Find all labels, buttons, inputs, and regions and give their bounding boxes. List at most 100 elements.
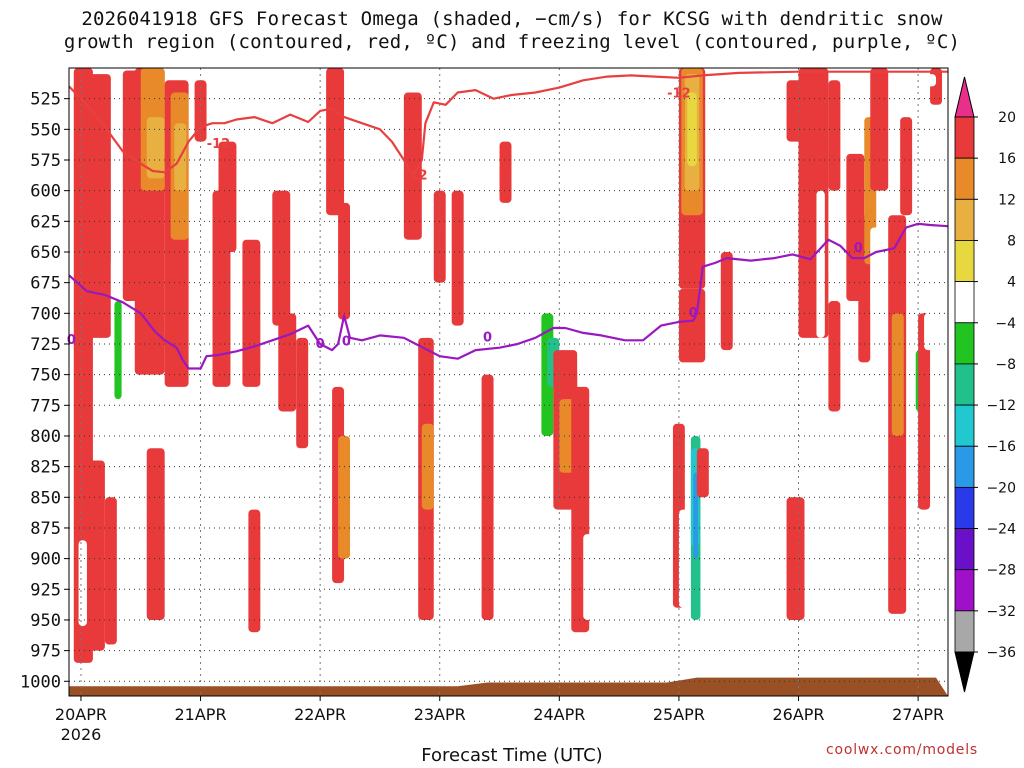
terrain-fill [69, 677, 948, 696]
colorbar-label: −36 [986, 645, 1016, 661]
colorbar-bottom-arrow [954, 651, 975, 693]
colorbar-label: −28 [986, 563, 1016, 579]
omega-cell [242, 239, 261, 387]
omega-cell [589, 68, 602, 105]
omega-cell [891, 313, 904, 436]
colorbar-label: −12 [986, 398, 1016, 414]
colorbar-swatch [954, 322, 975, 365]
colorbar-swatch [954, 198, 975, 241]
y-tick-label: 950 [30, 611, 61, 631]
y-tick-label: 600 [30, 182, 61, 202]
plot-frame [68, 67, 949, 697]
chart-title-line2: growth region (contoured, red, ºC) and f… [63, 31, 961, 53]
contour-label: 0 [342, 334, 351, 349]
y-tick-label: 725 [30, 335, 61, 355]
omega-cell [451, 190, 464, 326]
contour-label: 0 [689, 306, 698, 321]
omega-cell [786, 497, 805, 620]
omega-cell [421, 423, 434, 510]
colorbar-label: 4 [1007, 275, 1016, 291]
contour--12 [68, 70, 948, 177]
y-tick-label: 750 [30, 366, 61, 386]
contour-label: -12 [207, 137, 231, 152]
colorbar-label: −32 [986, 604, 1016, 620]
omega-cell [114, 301, 122, 400]
colorbar-label: 20 [998, 110, 1016, 126]
colorbar-swatch [954, 363, 975, 406]
omega-cell [248, 509, 261, 633]
colorbar-top-arrow [954, 76, 975, 118]
colorbar-swatch [954, 569, 975, 612]
x-tick-label: 24APR [533, 705, 585, 724]
colorbar-swatch [954, 445, 975, 488]
x-tick-label: 27APR [892, 705, 944, 724]
omega-cell [828, 239, 841, 277]
y-tick-label: 975 [30, 642, 61, 662]
contour-label: 0 [316, 337, 325, 352]
omega-cell [373, 399, 386, 522]
y-tick-label: 925 [30, 580, 61, 600]
contour-label: 0 [854, 241, 863, 256]
omega-cell [577, 313, 596, 375]
colorbar: 20 16 12 8 4 −4 −8 −12 −16 −20 −24 −28 −32 −36 [954, 76, 1016, 693]
omega-cell [350, 141, 362, 363]
y-tick-label: 850 [30, 488, 61, 508]
omega-cell [272, 190, 291, 326]
grid-lines [69, 68, 948, 696]
omega-cell [326, 68, 345, 216]
omega-cell [828, 80, 841, 191]
omega-cell [176, 521, 195, 620]
y-tick-label: 825 [30, 458, 61, 478]
omega-cell [78, 540, 87, 627]
colorbar-swatch [954, 404, 975, 447]
omega-cell [296, 337, 309, 449]
omega-cell [804, 448, 817, 596]
omega-cell [687, 92, 697, 167]
colorbar-label: −8 [995, 357, 1016, 373]
y-tick-label: 675 [30, 274, 61, 294]
omega-cell [924, 74, 937, 87]
x-year-label: 2026 [61, 725, 102, 744]
contour-label: 0 [483, 331, 492, 346]
colorbar-swatch [954, 281, 975, 324]
omega-cell [146, 117, 165, 179]
y-tick-label: 650 [30, 243, 61, 263]
omega-cell [445, 534, 458, 633]
site-credit: coolwx.com/models [826, 742, 979, 758]
y-tick-label: 775 [30, 396, 61, 416]
colorbar-swatch [954, 157, 975, 200]
colorbar-label: 12 [998, 192, 1016, 208]
y-tick-label: 575 [30, 151, 61, 171]
omega-cell [693, 472, 699, 559]
omega-cell [900, 117, 913, 216]
x-axis-label: Forecast Time (UTC) [421, 745, 603, 766]
colorbar-label: −20 [986, 480, 1016, 496]
omega-cell [338, 202, 351, 320]
omega-cell [696, 448, 709, 498]
y-tick-label: 700 [30, 304, 61, 324]
omega-cell [918, 313, 931, 510]
omega-cell [481, 374, 494, 620]
omega-cell [720, 251, 733, 351]
omega-cell [816, 190, 825, 338]
omega-cell [678, 288, 706, 363]
omega-cell [290, 485, 303, 596]
omega-shading [73, 68, 948, 663]
omega-cell [924, 313, 937, 351]
omega-cell [86, 460, 105, 651]
x-tick-label: 21APR [175, 705, 227, 724]
x-tick-label: 20APR [55, 705, 107, 724]
colorbar-label: 16 [998, 151, 1016, 167]
y-tick-label: 900 [30, 550, 61, 570]
omega-cell [362, 68, 380, 461]
omega-cell [499, 141, 512, 203]
x-tick-label: 26APR [772, 705, 824, 724]
omega-cell [828, 301, 841, 412]
omega-cell [314, 399, 327, 620]
x-tick-label: 23APR [414, 705, 466, 724]
colorbar-swatch [954, 240, 975, 283]
omega-cell [218, 141, 237, 252]
colorbar-swatch [954, 116, 975, 159]
y-tick-label: 800 [30, 427, 61, 447]
